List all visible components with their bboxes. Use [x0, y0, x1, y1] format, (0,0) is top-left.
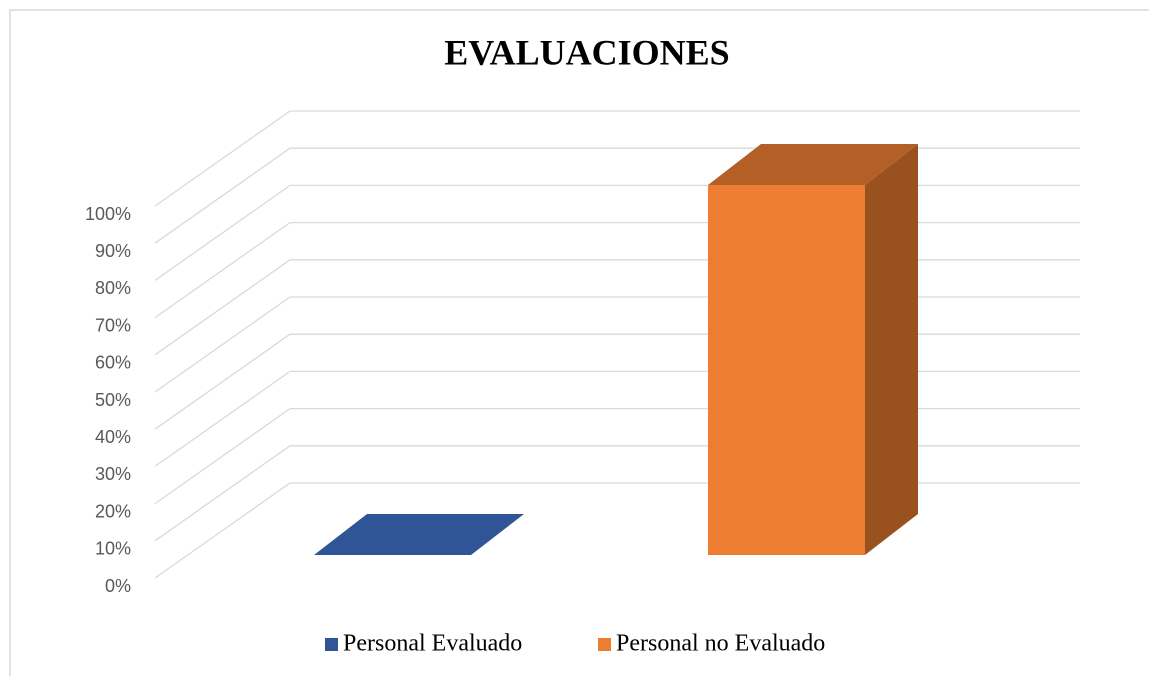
- y-tick-label: 10%: [95, 539, 131, 559]
- grid-line: [154, 296, 291, 393]
- chart-title: EVALUACIONES: [444, 32, 729, 72]
- y-tick-label: 60%: [95, 353, 131, 373]
- grid-line: [154, 259, 291, 356]
- grid-line: [154, 370, 291, 467]
- chart-border: [9, 9, 1149, 676]
- legend-label: Personal Evaluado: [343, 631, 522, 657]
- grid-line: [154, 184, 291, 281]
- y-tick-label: 30%: [95, 464, 131, 484]
- y-tick-label: 20%: [95, 501, 131, 521]
- grid-line: [154, 147, 291, 244]
- grid-line: [154, 408, 291, 505]
- y-tick-label: 50%: [95, 390, 131, 410]
- bar-side: [865, 144, 918, 555]
- bar-front: [708, 185, 865, 555]
- y-tick-label: 100%: [85, 204, 131, 224]
- grid-line: [154, 110, 291, 207]
- legend-swatch: [325, 638, 338, 651]
- legend-swatch: [598, 638, 611, 651]
- y-tick-label: 70%: [95, 315, 131, 335]
- bar-top: [708, 144, 918, 185]
- legend-label: Personal no Evaluado: [616, 631, 825, 657]
- grid-line: [154, 222, 291, 319]
- grid-line: [154, 445, 291, 542]
- y-tick-label: 90%: [95, 241, 131, 261]
- bar-top: [314, 514, 524, 555]
- y-tick-label: 80%: [95, 278, 131, 298]
- y-tick-label: 0%: [105, 576, 131, 596]
- grid-line: [154, 333, 291, 430]
- y-tick-label: 40%: [95, 427, 131, 447]
- grid-line: [154, 482, 291, 579]
